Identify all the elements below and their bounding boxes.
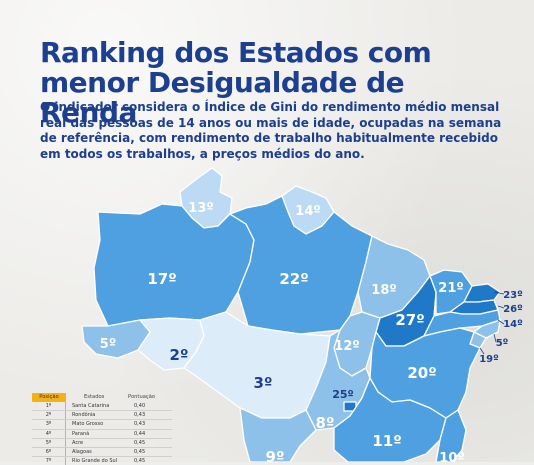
rank-label-ma: 18º (371, 283, 396, 298)
header-state: Estados (84, 394, 105, 400)
page-subtitle: O indicador considera o Índice de Gini d… (40, 100, 502, 161)
rank-label-se: 19º (479, 354, 499, 365)
rank-label-ba: 20º (407, 364, 436, 382)
rank-label-rr: 13º (188, 201, 213, 216)
row-state: Rio Grande do Sul (72, 458, 118, 465)
leader-pb (497, 305, 505, 309)
rank-label-al: 5º (496, 338, 509, 349)
row-score: 0,45 (134, 439, 146, 446)
table-row: 7º Rio Grande do Sul 0,45 (32, 457, 172, 465)
row-position: 1º (32, 402, 66, 411)
row-state: Santa Catarina (72, 403, 110, 410)
row-state: Mato Grosso (72, 421, 104, 428)
state-mg[interactable] (333, 377, 447, 462)
rank-label-ap: 14º (295, 204, 320, 219)
row-position: 6º (32, 447, 66, 457)
rank-label-ac: 5º (100, 337, 116, 352)
state-al[interactable] (473, 319, 501, 339)
rank-label-ro: 2º (170, 346, 189, 364)
row-position: 4º (32, 429, 66, 438)
row-position: 5º (32, 438, 66, 447)
table-row: 2º Rondônia 0,43 (32, 411, 172, 421)
leader-rn (493, 291, 505, 295)
ranking-table: Posição Estados Pontuação 1º Santa Catar… (32, 392, 172, 465)
table-row: 5º Acre 0,45 (32, 438, 172, 448)
rank-label-pa: 22º (279, 270, 308, 288)
leader-al (493, 333, 497, 343)
rank-label-am: 17º (147, 270, 176, 288)
row-score: 0,43 (134, 421, 146, 428)
row-score: 0,43 (134, 412, 146, 419)
header-position: Posição (32, 392, 66, 402)
table-row: 1º Santa Catarina 0,40 (32, 402, 172, 412)
rank-label-rn: 23º (503, 290, 523, 301)
leader-pe (497, 319, 505, 325)
leader-se (479, 347, 485, 355)
rank-label-pi: 27º (395, 311, 424, 329)
state-es[interactable] (435, 409, 467, 462)
rank-label-to: 12º (334, 339, 359, 354)
rank-label-es: 10º (439, 451, 464, 462)
rank-label-ce: 21º (438, 281, 463, 296)
state-am[interactable] (93, 203, 255, 327)
row-state: Rondônia (72, 412, 96, 419)
row-score: 0,44 (134, 430, 146, 437)
table-row: 3º Mato Grosso 0,43 (32, 420, 172, 430)
rank-label-go: 8º (316, 414, 335, 432)
row-state: Acre (72, 439, 84, 446)
rank-label-df: 25º (332, 388, 354, 401)
rank-label-pb: 26º (503, 304, 523, 315)
row-position: 2º (32, 411, 66, 420)
table-row: 6º Alagoas 0,45 (32, 447, 172, 458)
row-position: 7º (32, 457, 66, 465)
row-state: Paraná (72, 430, 90, 437)
row-state: Alagoas (72, 449, 92, 456)
row-position: 3º (32, 420, 66, 429)
row-score: 0,45 (134, 449, 146, 456)
rank-label-mt: 3º (254, 374, 273, 392)
state-ms[interactable] (239, 407, 317, 462)
table-row: 4º Paraná 0,44 (32, 429, 172, 439)
row-score: 0,40 (134, 403, 146, 410)
row-score: 0,45 (134, 458, 146, 465)
rank-label-ms: 9º (266, 448, 285, 462)
page-title: Ranking dos Estados com menor Desigualda… (40, 36, 432, 129)
rank-label-pe: 14º (503, 319, 523, 330)
rank-label-mg: 11º (372, 432, 401, 450)
header-score: Pontuação (128, 394, 156, 400)
